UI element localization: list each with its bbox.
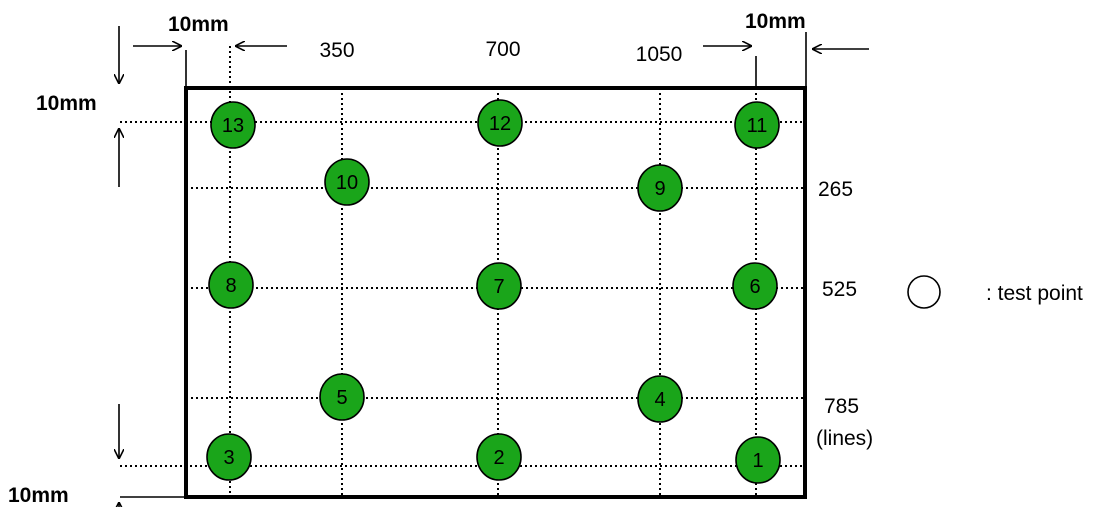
test-point-label: 2 [493,447,504,469]
margin-label-left-bottom: 10mm [8,484,69,507]
test-point-marker [735,436,781,484]
test-point-label: 6 [749,276,760,298]
test-point-marker [732,262,778,310]
extension-lines [120,32,807,498]
test-point-label: 1 [752,450,763,472]
test-point-5: 5 [319,373,365,421]
test-point-marker [324,158,370,206]
test-point-label: 7 [493,276,504,298]
test-point-marker [206,433,252,481]
test-point-6: 6 [732,262,778,310]
column-label-350: 350 [319,39,354,62]
test-point-label: 3 [223,447,234,469]
test-point-marker [208,261,254,309]
test-point-label: 5 [336,387,347,409]
test-point-marker [476,433,522,481]
test-point-13: 13 [210,101,256,149]
test-point-marker [637,164,683,212]
margin-label-left-top: 10mm [36,92,97,115]
test-point-marker [734,101,780,149]
legend-test-point-symbol [907,275,941,309]
test-point-8: 8 [208,261,254,309]
test-point-label: 8 [225,275,236,297]
test-point-3: 3 [206,433,252,481]
row-label-265: 265 [818,178,853,201]
test-point-label: 9 [654,178,665,200]
row-label-unit: (lines) [816,427,873,450]
test-point-7: 7 [476,262,522,310]
test-point-label: 13 [222,115,244,137]
test-point-9: 9 [637,164,683,212]
test-point-12: 12 [477,99,523,147]
column-label-1050: 1050 [636,43,683,66]
test-point-marker [210,101,256,149]
panel-border [184,86,807,499]
test-point-1: 1 [735,436,781,484]
test-point-label: 10 [336,172,358,194]
margin-label-top-right: 10mm [745,10,806,33]
test-point-10: 10 [324,158,370,206]
test-point-marker [319,373,365,421]
test-point-label: 4 [654,389,665,411]
test-point-4: 4 [637,375,683,423]
margin-label-top-left: 10mm [168,13,229,36]
test-point-11: 11 [734,101,780,149]
test-point-label: 12 [489,113,511,135]
legend-text: : test point [986,282,1083,305]
dimension-arrows [119,26,869,507]
test-point-marker [637,375,683,423]
test-point-marker [477,99,523,147]
column-label-700: 700 [485,38,520,61]
test-point-marker [476,262,522,310]
test-point-label: 11 [747,115,768,137]
row-label-785: 785 [824,395,859,418]
row-label-525: 525 [822,278,857,301]
test-point-2: 2 [476,433,522,481]
